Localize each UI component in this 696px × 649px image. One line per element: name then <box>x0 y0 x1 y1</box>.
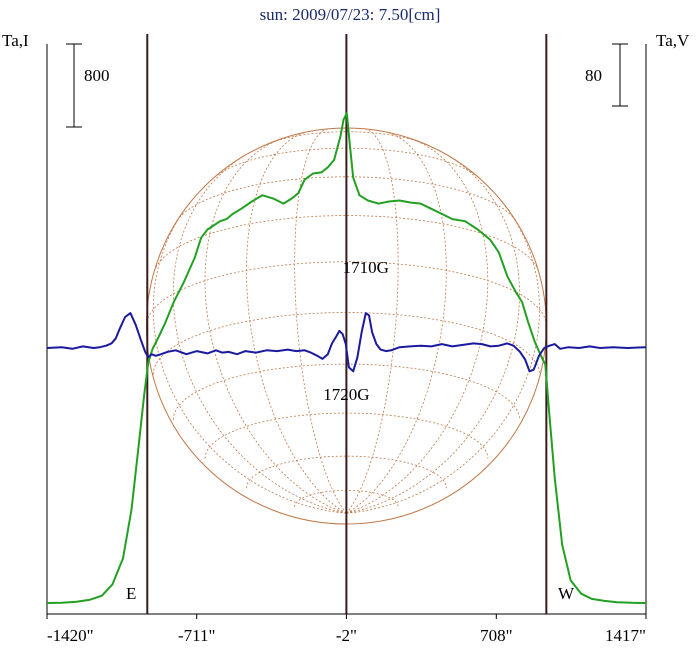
limb-label-east: E <box>126 584 136 603</box>
x-tick-label: 708" <box>480 626 512 645</box>
intensity-curve <box>46 112 647 604</box>
x-tick-label: -2" <box>336 626 357 645</box>
x-tick-label: -711" <box>178 626 215 645</box>
limb-label-west: W <box>558 584 575 603</box>
longitude-line <box>204 138 347 514</box>
annotation-1720g: 1720G <box>323 385 369 404</box>
text-group: sun: 2009/07/23: 7.50[cm] Ta,I Ta,V 800 … <box>2 5 690 645</box>
right-scale-label: 80 <box>585 66 602 85</box>
right-axis-label: Ta,V <box>656 31 690 50</box>
left-scale-bar <box>66 43 82 128</box>
longitude-line <box>346 138 489 514</box>
longitude-line <box>245 131 347 514</box>
left-scale-label: 800 <box>84 66 110 85</box>
limb-lines <box>146 34 548 614</box>
right-scale-bar <box>612 43 628 107</box>
x-tick-label: 1417" <box>605 626 646 645</box>
longitude-line <box>346 131 447 514</box>
latitude-line <box>176 176 517 222</box>
left-axis-label: Ta,I <box>2 31 29 50</box>
chart-title: sun: 2009/07/23: 7.50[cm] <box>260 5 441 24</box>
polarization-curve <box>46 312 647 373</box>
x-tick-label: -1420" <box>47 626 94 645</box>
longitude-line <box>294 128 347 514</box>
longitude-line <box>152 202 347 514</box>
annotation-1710g: 1710G <box>343 258 389 277</box>
longitude-line <box>346 155 521 514</box>
longitude-line <box>346 128 399 514</box>
latitude-line <box>172 363 520 420</box>
series-group <box>46 112 647 604</box>
longitude-line <box>346 202 540 514</box>
